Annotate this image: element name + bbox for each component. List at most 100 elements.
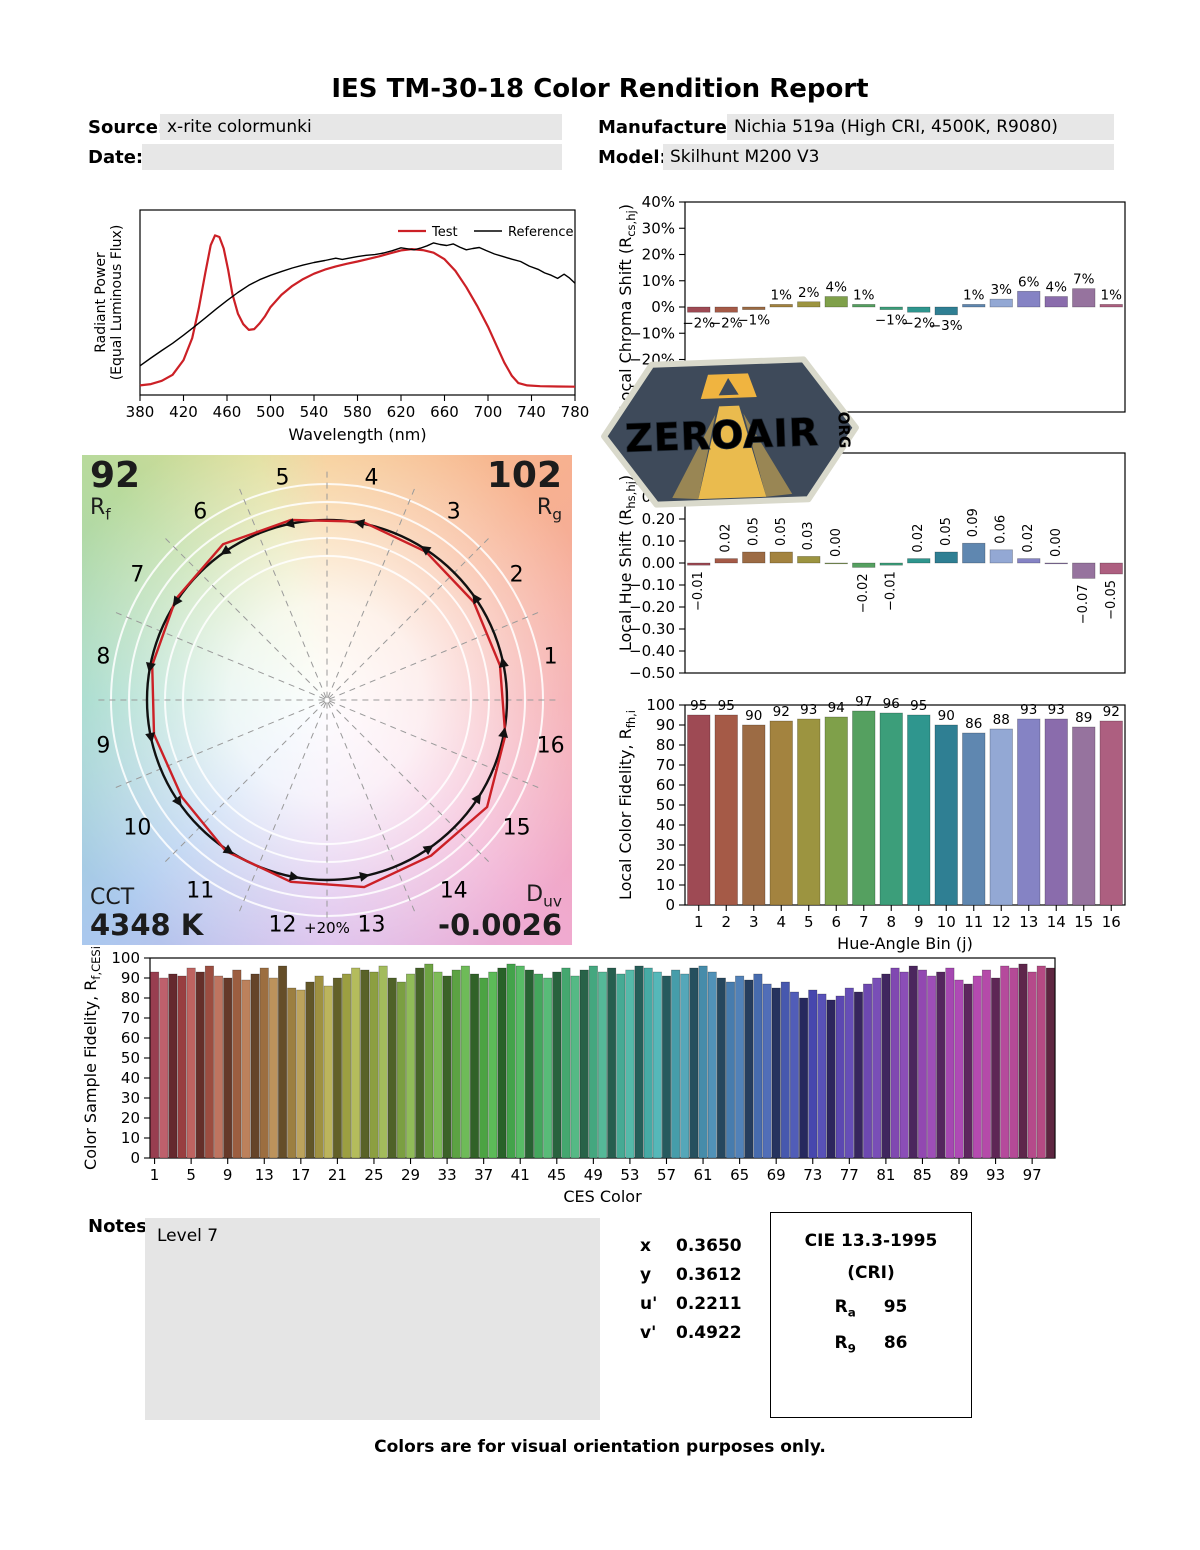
bar xyxy=(962,732,986,906)
tick-label: 12 xyxy=(992,913,1011,931)
cct-block: CCT 4348 K xyxy=(90,886,203,941)
bar xyxy=(396,981,406,1159)
bar xyxy=(1072,726,1096,906)
bar xyxy=(223,977,233,1159)
ring-label: +20% xyxy=(304,919,350,937)
model-field: Skilhunt M200 V3 xyxy=(663,144,1114,170)
r9-label: R9 xyxy=(834,1333,856,1356)
y-axis-label: Radiant Power xyxy=(93,252,109,353)
tick-label: 7 xyxy=(859,913,869,931)
bar xyxy=(424,963,434,1159)
bar xyxy=(1027,971,1037,1159)
bar xyxy=(753,973,763,1159)
date-field xyxy=(142,144,562,170)
chromaticity-x-row: x 0.3650 xyxy=(640,1236,742,1256)
chromaticity-v-row: v' 0.4922 xyxy=(640,1323,742,1343)
bar xyxy=(278,965,288,1159)
cct-label: CCT xyxy=(90,884,135,910)
bar xyxy=(863,983,873,1159)
u-prime-label: u' xyxy=(640,1294,658,1314)
tick-label: 16 xyxy=(1102,913,1121,931)
bar-label: −0.07 xyxy=(1076,584,1091,624)
bar xyxy=(1072,288,1096,308)
tick-label: 620 xyxy=(387,403,416,421)
bar xyxy=(989,298,1013,308)
tick-label: 30 xyxy=(656,836,675,854)
bar xyxy=(797,301,821,308)
tick-label: 100 xyxy=(111,949,140,967)
bar-label: −1% xyxy=(875,313,908,329)
bar xyxy=(962,542,986,564)
bar xyxy=(989,549,1013,564)
duv-label: Duv xyxy=(526,881,562,911)
series-line xyxy=(139,234,576,388)
bar xyxy=(177,975,187,1159)
bar-label: −1% xyxy=(737,313,770,329)
tick-label: −0.30 xyxy=(629,620,675,638)
bar xyxy=(168,973,178,1159)
bar xyxy=(742,551,766,564)
bar xyxy=(899,971,909,1159)
tick-label: 85 xyxy=(913,1166,932,1184)
bar-label: 0.05 xyxy=(774,517,789,546)
bar-label: 0.00 xyxy=(1049,528,1064,557)
bar xyxy=(1099,720,1123,906)
model-label: Model: xyxy=(598,147,667,168)
tick-label: 40% xyxy=(642,193,675,211)
bar xyxy=(186,967,196,1159)
bin-number: 14 xyxy=(440,879,468,904)
y-axis-label: Local Chroma Shift (Rcs,hj) xyxy=(616,204,638,410)
bin-number: 13 xyxy=(358,913,386,938)
bar xyxy=(515,965,525,1159)
y-axis-label: Local Color Fidelity, Rfh,i xyxy=(616,710,638,900)
bar xyxy=(259,967,269,1159)
bar-label: 6% xyxy=(1018,274,1040,290)
source-field: x-rite colormunki xyxy=(160,114,562,140)
tick-label: 40 xyxy=(121,1069,140,1087)
bar xyxy=(342,973,352,1159)
bar xyxy=(524,969,534,1159)
bar xyxy=(989,728,1013,906)
tick-label: 6 xyxy=(831,913,841,931)
tick-label: 740 xyxy=(517,403,546,421)
tick-label: 100 xyxy=(646,696,675,714)
bar xyxy=(908,965,918,1159)
tick-label: 97 xyxy=(1023,1166,1042,1184)
bin-number: 16 xyxy=(537,734,565,759)
hue-shift-arrow xyxy=(359,871,370,882)
bar-label: 94 xyxy=(828,700,845,716)
bar xyxy=(323,985,333,1159)
tick-label: 33 xyxy=(438,1166,457,1184)
tick-label: 0.20 xyxy=(642,510,675,528)
bar xyxy=(762,983,772,1159)
bar-label: −3% xyxy=(930,318,963,334)
bin-number: 9 xyxy=(96,734,110,759)
bin-number: 6 xyxy=(193,499,207,524)
bin-number: 3 xyxy=(447,499,461,524)
bin-number: 10 xyxy=(123,816,151,841)
tick-label: 50 xyxy=(121,1049,140,1067)
tick-label: 0.10 xyxy=(642,532,675,550)
rg-label: Rg xyxy=(536,494,562,524)
bar xyxy=(714,558,738,564)
bar xyxy=(680,973,690,1159)
tick-label: 90 xyxy=(656,716,675,734)
bar xyxy=(305,981,315,1159)
tick-label: 500 xyxy=(256,403,285,421)
manufacturer-label: Manufacturer: xyxy=(598,117,743,138)
bar xyxy=(907,558,931,564)
tick-label: 0.00 xyxy=(642,554,675,572)
r9-value: 86 xyxy=(883,1333,908,1354)
flashlight-beam xyxy=(698,405,767,500)
tick-label: 57 xyxy=(657,1166,676,1184)
x-value: 0.3650 xyxy=(676,1236,742,1256)
tick-label: 45 xyxy=(547,1166,566,1184)
bar-label: 0.06 xyxy=(994,515,1009,544)
y-axis-label: Color Sample Fidelity, Rf,CESi xyxy=(81,946,103,1170)
bar-label: 92 xyxy=(773,704,790,720)
hue-shift-arrow xyxy=(354,518,366,529)
bar xyxy=(415,967,425,1159)
bar xyxy=(214,975,224,1159)
tick-label: 9 xyxy=(223,1166,233,1184)
